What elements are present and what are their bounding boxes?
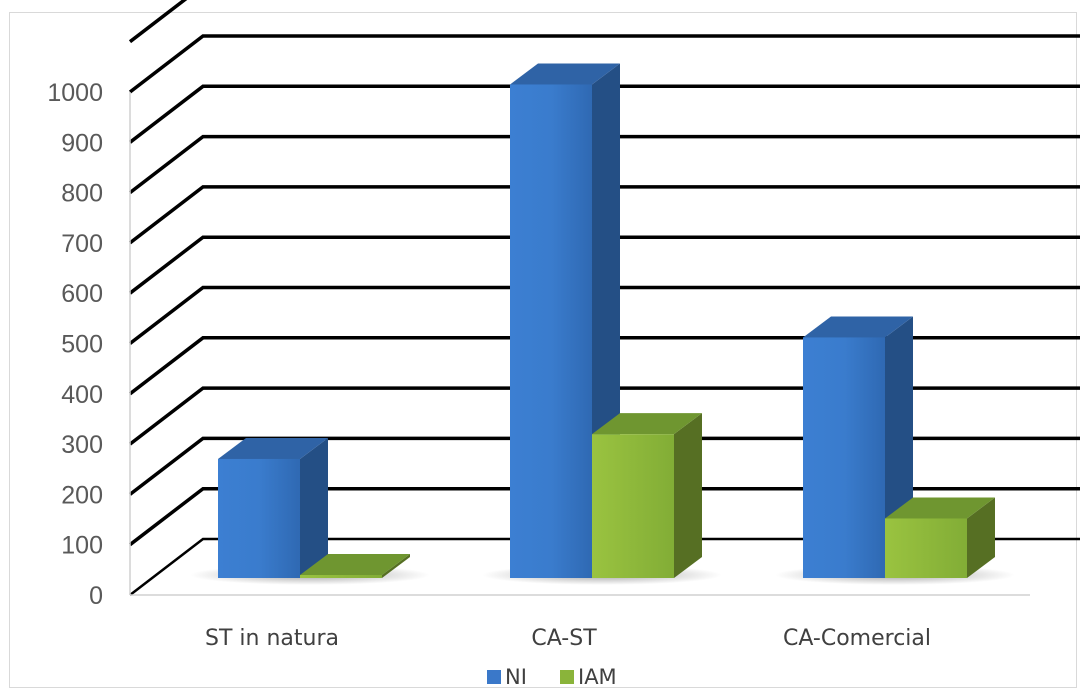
gridline [128, 436, 1080, 496]
gridline [128, 134, 1080, 194]
y-tick-label: 700 [61, 230, 103, 258]
legend-label: NI [505, 665, 527, 689]
gridline [128, 34, 1080, 94]
y-tick-label: 200 [61, 481, 103, 509]
gridline [128, 185, 1080, 245]
bar-front [885, 518, 967, 578]
x-category-label: CA-ST [531, 626, 597, 651]
legend-item-iam: IAM [560, 665, 617, 689]
bar-ni-0 [218, 437, 328, 578]
y-tick-label: 300 [61, 431, 103, 459]
bar-front [592, 434, 674, 578]
legend-label: IAM [578, 665, 617, 689]
y-tick-label: 1000 [47, 79, 103, 107]
bar-top [510, 63, 620, 85]
category-labels: ST in natura CA-ST CA-Comercial [205, 626, 931, 651]
bar-side [300, 437, 328, 578]
legend-swatch [487, 670, 501, 684]
bar-side [674, 413, 702, 578]
legend: NI IAM [487, 665, 617, 689]
gridline [128, 386, 1080, 446]
gridline [128, 486, 1080, 547]
bar-side [382, 554, 410, 578]
legend-item-ni: NI [487, 665, 527, 689]
bars [190, 63, 1015, 585]
x-category-label: ST in natura [205, 626, 339, 651]
bar-ni-2 [803, 316, 913, 578]
bar-iam-2 [885, 497, 995, 578]
y-tick-label: 600 [61, 280, 103, 308]
bar-top [885, 497, 995, 519]
gridline [129, 537, 1080, 596]
bar-front [218, 458, 300, 578]
y-axis: 0 100 200 300 400 500 600 700 800 900 1000 [47, 79, 1030, 610]
bar-iam-0 [300, 554, 410, 578]
bar-top [592, 413, 702, 435]
y-tick-label: 100 [61, 532, 103, 560]
gridline [128, 285, 1080, 345]
y-tick-label: 800 [61, 180, 103, 208]
x-category-label: CA-Comercial [783, 626, 931, 651]
gridlines [128, 0, 1080, 596]
bar-top [300, 554, 410, 575]
gridline [128, 235, 1080, 295]
bar-top [218, 437, 328, 459]
gridline [128, 84, 1080, 144]
y-tick-label: 400 [61, 381, 103, 409]
legend-swatch [560, 670, 574, 684]
bar-front [300, 575, 382, 578]
y-tick-label: 900 [61, 129, 103, 157]
bar-front [803, 337, 885, 578]
bar-top [803, 316, 913, 338]
bar-front [510, 84, 592, 578]
gridline [128, 336, 1080, 396]
gridline [128, 0, 188, 44]
bar-side [967, 497, 995, 578]
y-tick-label: 0 [89, 582, 103, 610]
bar-iam-1 [592, 413, 702, 578]
y-tick-label: 500 [61, 331, 103, 359]
